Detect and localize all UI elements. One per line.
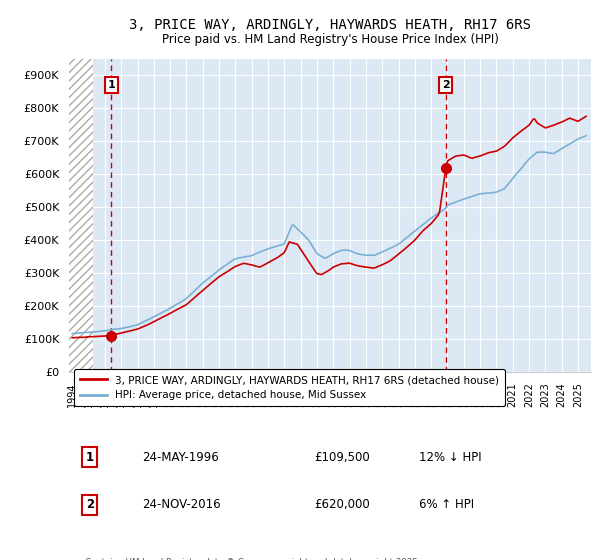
Text: 3, PRICE WAY, ARDINGLY, HAYWARDS HEATH, RH17 6RS: 3, PRICE WAY, ARDINGLY, HAYWARDS HEATH, …	[129, 18, 531, 32]
Text: 2: 2	[442, 80, 449, 90]
Text: 1: 1	[107, 80, 115, 90]
Text: 2: 2	[86, 498, 94, 511]
Text: 24-NOV-2016: 24-NOV-2016	[142, 498, 221, 511]
Text: £620,000: £620,000	[314, 498, 370, 511]
Text: £109,500: £109,500	[314, 451, 370, 464]
Text: 24-MAY-1996: 24-MAY-1996	[142, 451, 219, 464]
Text: 12% ↓ HPI: 12% ↓ HPI	[419, 451, 481, 464]
Text: 6% ↑ HPI: 6% ↑ HPI	[419, 498, 474, 511]
Legend: 3, PRICE WAY, ARDINGLY, HAYWARDS HEATH, RH17 6RS (detached house), HPI: Average : 3, PRICE WAY, ARDINGLY, HAYWARDS HEATH, …	[74, 369, 505, 407]
Bar	[69, 59, 92, 372]
Text: Contains HM Land Registry data © Crown copyright and database right 2025.
This d: Contains HM Land Registry data © Crown c…	[85, 558, 420, 560]
Text: 1: 1	[86, 451, 94, 464]
Text: Price paid vs. HM Land Registry's House Price Index (HPI): Price paid vs. HM Land Registry's House …	[161, 32, 499, 46]
